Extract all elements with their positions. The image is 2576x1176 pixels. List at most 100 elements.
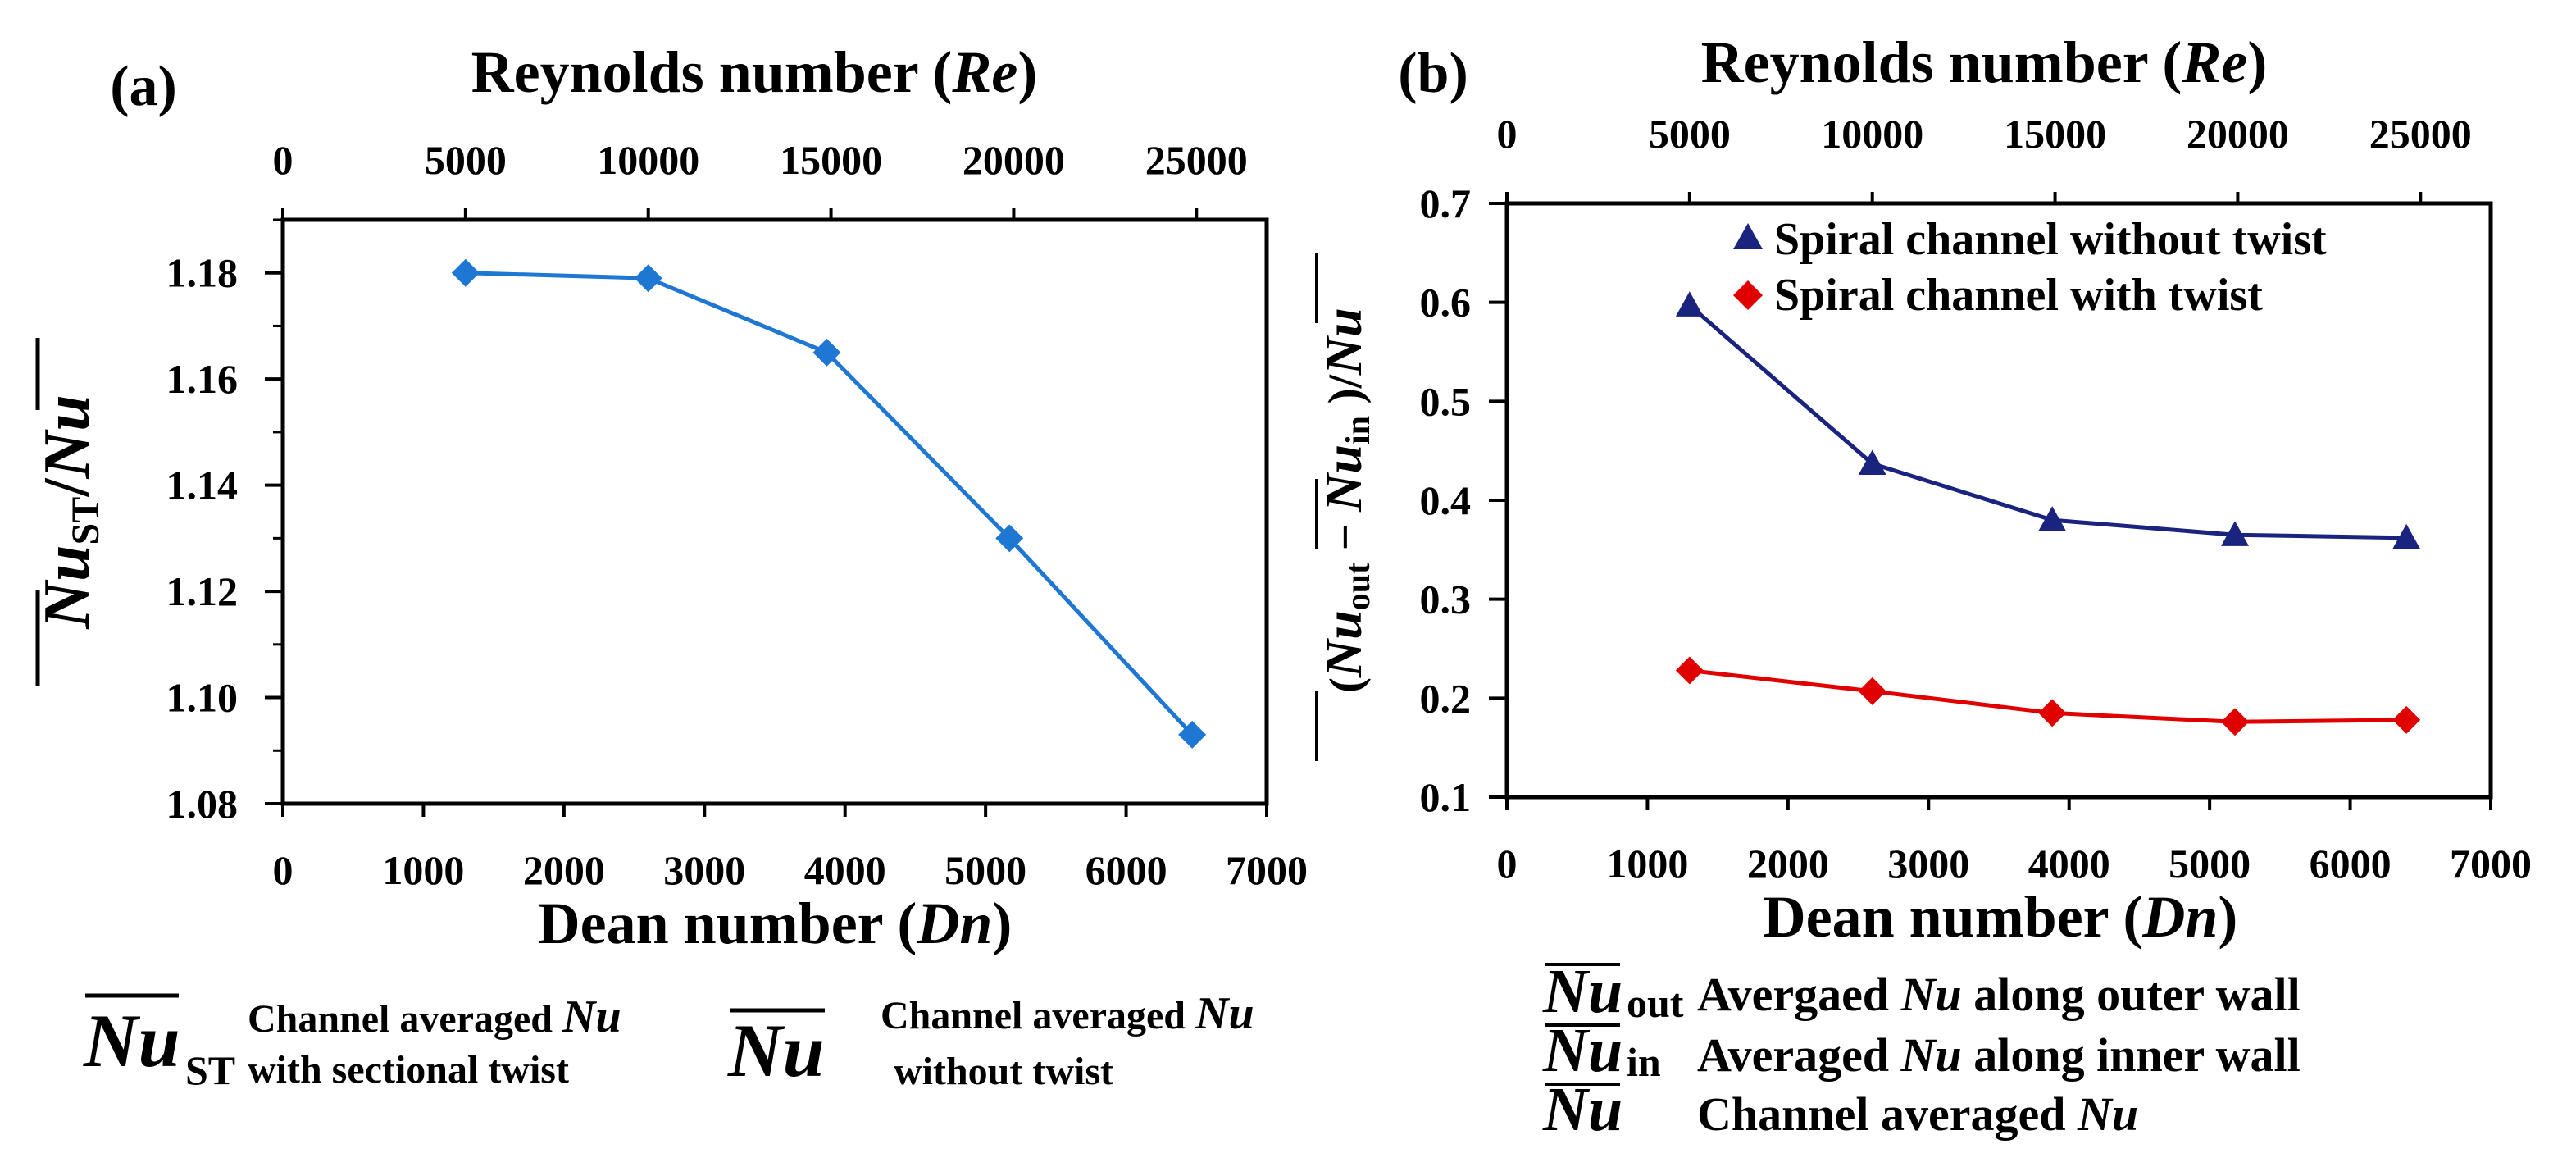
panel-b-tick-marks	[1489, 192, 2492, 810]
data-point-diamond	[451, 258, 480, 287]
top-tick-label: 10000	[597, 137, 699, 183]
x-tick-label: 0	[273, 847, 294, 893]
x-tick-label: 0	[1497, 841, 1518, 887]
panel-b-x-axis-title: Dean number (Dn)	[1764, 884, 2238, 950]
x-tick-label: 1000	[382, 847, 464, 893]
data-point-diamond	[634, 264, 662, 293]
top-tick-label: 10000	[1821, 111, 1923, 157]
top-tick-label: 25000	[1145, 137, 1248, 183]
panel-b: (b) Reynolds number (Re) 0 5000 10000 15000…	[1314, 30, 2532, 1144]
top-tick-label: 5000	[425, 137, 507, 183]
top-tick-label: 15000	[780, 137, 882, 183]
note-b-sym-out: Nu	[1542, 957, 1623, 1026]
x-tick-label: 6000	[1085, 847, 1167, 893]
panel-b-y-axis-title: (Nuout − Nuin )/Nu	[1314, 253, 1377, 761]
y-tick-label: 0.4	[1420, 477, 1472, 523]
panel-b-y-tick-labels: 0.1 0.2 0.3 0.4 0.5 0.6 0.7	[1420, 180, 1472, 820]
panel-a-label: (a)	[110, 55, 177, 118]
panel-a-top-axis-title: Reynolds number (Re)	[471, 39, 1038, 105]
data-point-triangle	[1858, 449, 1886, 475]
series-line	[1688, 303, 2407, 540]
note-a-desc1-line2: with sectional twist	[248, 1048, 569, 1092]
data-point-diamond	[2038, 699, 2067, 727]
y-tick-label: 1.18	[166, 250, 239, 296]
x-tick-label: 5000	[2169, 841, 2251, 887]
x-tick-label: 1000	[1606, 841, 1688, 887]
note-b-sym-in: Nu	[1542, 1016, 1623, 1085]
x-tick-label: 3000	[663, 847, 745, 893]
note-a-desc2-line1: Channel averaged Nu	[881, 988, 1254, 1039]
y-tick-label: 0.5	[1420, 378, 1472, 424]
data-point-triangle	[2392, 523, 2421, 549]
panel-b-plot-frame	[1504, 201, 2493, 800]
top-tick-label: 20000	[2187, 111, 2289, 157]
y-tick-label: 1.12	[166, 568, 239, 614]
x-tick-label: 4000	[2028, 841, 2110, 887]
svg-text:(Nuout − Nuin )/Nu: (Nuout − Nuin )/Nu	[1314, 308, 1377, 692]
data-point-diamond	[812, 338, 841, 367]
note-a-sym1-sub: ST	[185, 1047, 235, 1093]
legend-marker-without-twist	[1733, 223, 1763, 249]
panel-a-plot-frame	[280, 217, 1269, 806]
x-tick-label: 6000	[2310, 841, 2392, 887]
panel-a-x-axis-title: Dean number (Dn)	[538, 891, 1013, 956]
top-tick-label: 15000	[2004, 111, 2106, 157]
note-a-desc2-line2: without twist	[894, 1050, 1113, 1093]
note-b-sym-avg: Nu	[1542, 1075, 1623, 1144]
top-tick-label: 25000	[2369, 111, 2472, 157]
y-tick-label: 1.08	[166, 781, 239, 827]
legend-label-without-twist: Spiral channel without twist	[1774, 214, 2327, 265]
y-tick-label: 1.10	[166, 675, 239, 721]
x-tick-label: 5000	[944, 847, 1026, 893]
panel-a-tick-marks	[265, 208, 1268, 817]
data-point-diamond	[1178, 720, 1207, 749]
x-tick-label: 7000	[1226, 847, 1308, 893]
panel-b-legend: Spiral channel without twist Spiral chan…	[1733, 214, 2327, 321]
top-tick-label: 5000	[1649, 111, 1731, 157]
x-tick-label: 7000	[2450, 841, 2532, 887]
panel-a-y-axis-title: NuST/Nu	[31, 338, 107, 686]
y-tick-label: 0.7	[1420, 180, 1472, 226]
data-point-triangle	[1675, 291, 1704, 317]
top-tick-label: 20000	[963, 137, 1065, 183]
top-tick-label: 0	[1497, 111, 1518, 157]
note-b-desc-out: Avergaed Nu along outer wall	[1697, 968, 2301, 1021]
panel-a-notes: Nu ST Channel averaged Nu with sectional…	[83, 988, 1254, 1093]
top-tick-label: 0	[273, 137, 294, 183]
data-point-triangle	[2221, 521, 2249, 546]
note-b-desc-in: Averaged Nu along inner wall	[1697, 1028, 2301, 1082]
legend-marker-with-twist	[1733, 280, 1763, 310]
panel-a-x-tick-labels: 0 1000 2000 3000 4000 5000 6000 7000	[273, 847, 1308, 893]
x-tick-label: 4000	[804, 847, 886, 893]
note-b-sub-out: out	[1627, 980, 1684, 1026]
legend-label-with-twist: Spiral channel with twist	[1774, 270, 2263, 321]
x-tick-label: 2000	[523, 847, 605, 893]
data-point-diamond	[2392, 705, 2421, 734]
data-point-diamond	[2221, 708, 2249, 736]
y-tick-label: 0.2	[1420, 675, 1472, 721]
data-point-diamond	[1675, 656, 1704, 685]
panel-a-top-tick-labels: 0 5000 10000 15000 20000 25000	[273, 137, 1248, 183]
panel-a-series	[451, 258, 1207, 749]
x-tick-label: 2000	[1747, 841, 1829, 887]
panel-a-y-tick-labels: 1.08 1.10 1.12 1.14 1.16 1.18	[166, 250, 239, 827]
panel-b-series	[1675, 291, 2421, 736]
data-point-triangle	[2038, 506, 2067, 531]
data-point-diamond	[995, 524, 1024, 553]
x-tick-label: 3000	[1887, 841, 1969, 887]
y-tick-label: 1.14	[166, 463, 239, 508]
panel-a: (a) Reynolds number (Re) 0 5000 10000 15000…	[31, 39, 1308, 1093]
note-a-sym1: Nu	[83, 999, 180, 1083]
svg-text:NuST/Nu: NuST/Nu	[31, 394, 107, 629]
note-b-desc-avg: Channel averaged Nu	[1697, 1087, 2138, 1141]
panel-b-x-tick-labels: 0 1000 2000 3000 4000 5000 6000 7000	[1497, 841, 2533, 887]
data-point-diamond	[1858, 677, 1886, 705]
panel-b-top-axis-title: Reynolds number (Re)	[1701, 30, 2268, 95]
note-a-sym2: Nu	[727, 1009, 825, 1092]
y-tick-label: 0.6	[1420, 280, 1472, 326]
panel-b-top-tick-labels: 0 5000 10000 15000 20000 25000	[1497, 111, 2472, 157]
note-b-sub-in: in	[1627, 1039, 1661, 1085]
panel-b-notes: Nu out Avergaed Nu along outer wall Nu i…	[1542, 957, 2301, 1144]
panel-b-label: (b)	[1398, 42, 1468, 105]
